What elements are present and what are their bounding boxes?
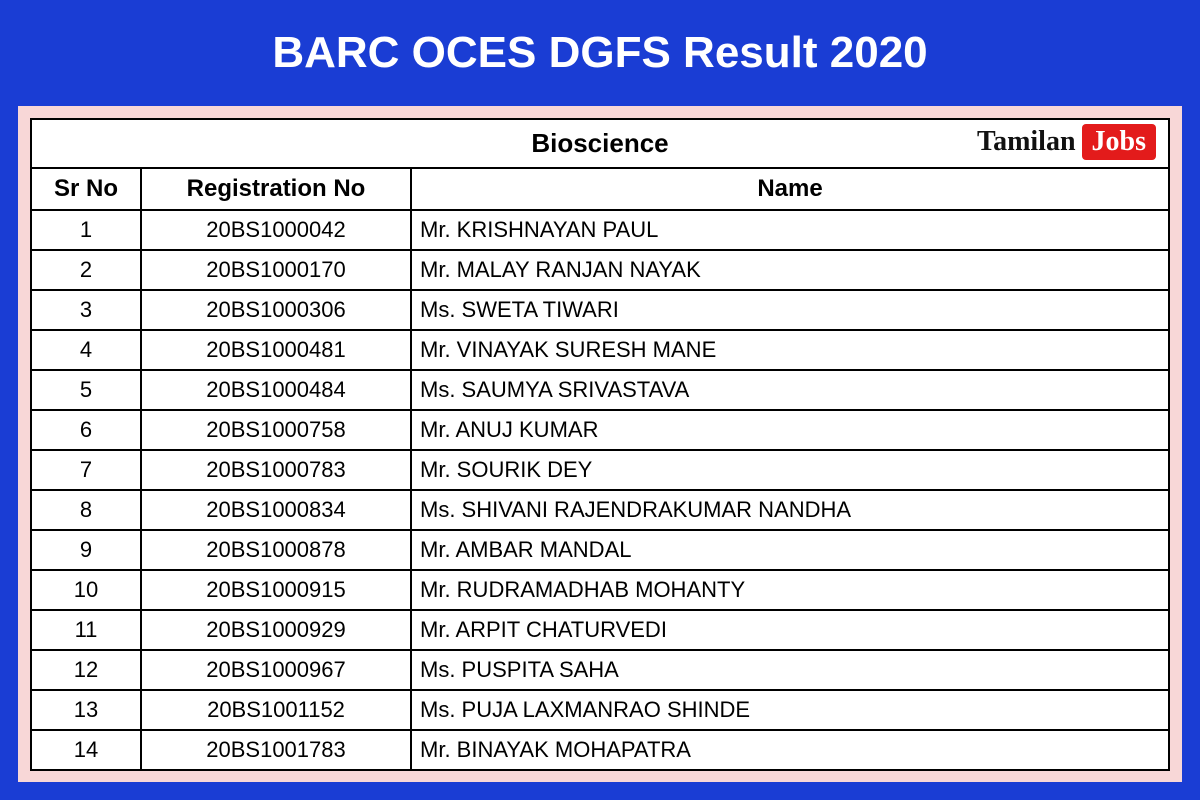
cell-name: Mr. BINAYAK MOHAPATRA — [411, 730, 1169, 770]
cell-sr: 6 — [31, 410, 141, 450]
cell-sr: 1 — [31, 210, 141, 250]
table-row: 220BS1000170Mr. MALAY RANJAN NAYAK — [31, 250, 1169, 290]
cell-name: Mr. ARPIT CHATURVEDI — [411, 610, 1169, 650]
cell-name: Ms. PUJA LAXMANRAO SHINDE — [411, 690, 1169, 730]
cell-sr: 2 — [31, 250, 141, 290]
cell-name: Ms. PUSPITA SAHA — [411, 650, 1169, 690]
cell-reg: 20BS1000915 — [141, 570, 411, 610]
table-row: 920BS1000878Mr. AMBAR MANDAL — [31, 530, 1169, 570]
cell-name: Mr. RUDRAMADHAB MOHANTY — [411, 570, 1169, 610]
cell-reg: 20BS1000758 — [141, 410, 411, 450]
cell-reg: 20BS1000783 — [141, 450, 411, 490]
col-header-name: Name — [411, 168, 1169, 210]
cell-name: Mr. VINAYAK SURESH MANE — [411, 330, 1169, 370]
cell-sr: 8 — [31, 490, 141, 530]
cell-name: Ms. SWETA TIWARI — [411, 290, 1169, 330]
cell-reg: 20BS1001783 — [141, 730, 411, 770]
table-row: 620BS1000758Mr. ANUJ KUMAR — [31, 410, 1169, 450]
table-wrapper: Tamilan Jobs Bioscience Sr No Registrati… — [18, 106, 1182, 782]
cell-sr: 4 — [31, 330, 141, 370]
table-row: 1320BS1001152Ms. PUJA LAXMANRAO SHINDE — [31, 690, 1169, 730]
cell-reg: 20BS1000042 — [141, 210, 411, 250]
watermark-part2: Jobs — [1082, 124, 1156, 160]
cell-reg: 20BS1000967 — [141, 650, 411, 690]
page-container: BARC OCES DGFS Result 2020 Tamilan Jobs … — [0, 0, 1200, 800]
col-header-sr: Sr No — [31, 168, 141, 210]
table-row: 120BS1000042Mr. KRISHNAYAN PAUL — [31, 210, 1169, 250]
cell-sr: 3 — [31, 290, 141, 330]
cell-name: Mr. SOURIK DEY — [411, 450, 1169, 490]
cell-reg: 20BS1000306 — [141, 290, 411, 330]
cell-name: Ms. SHIVANI RAJENDRAKUMAR NANDHA — [411, 490, 1169, 530]
cell-reg: 20BS1000481 — [141, 330, 411, 370]
table-row: 1120BS1000929Mr. ARPIT CHATURVEDI — [31, 610, 1169, 650]
cell-reg: 20BS1000484 — [141, 370, 411, 410]
watermark-part1: Tamilan — [977, 126, 1076, 158]
col-header-reg: Registration No — [141, 168, 411, 210]
cell-sr: 5 — [31, 370, 141, 410]
table-row: 520BS1000484Ms. SAUMYA SRIVASTAVA — [31, 370, 1169, 410]
table-row: 1220BS1000967Ms. PUSPITA SAHA — [31, 650, 1169, 690]
cell-sr: 10 — [31, 570, 141, 610]
cell-sr: 11 — [31, 610, 141, 650]
cell-reg: 20BS1000878 — [141, 530, 411, 570]
cell-name: Ms. SAUMYA SRIVASTAVA — [411, 370, 1169, 410]
cell-sr: 7 — [31, 450, 141, 490]
cell-name: Mr. AMBAR MANDAL — [411, 530, 1169, 570]
table-row: 320BS1000306Ms. SWETA TIWARI — [31, 290, 1169, 330]
column-header-row: Sr No Registration No Name — [31, 168, 1169, 210]
table-row: 1020BS1000915Mr. RUDRAMADHAB MOHANTY — [31, 570, 1169, 610]
results-table: Bioscience Sr No Registration No Name 12… — [30, 118, 1170, 771]
table-row: 420BS1000481Mr. VINAYAK SURESH MANE — [31, 330, 1169, 370]
cell-reg: 20BS1000170 — [141, 250, 411, 290]
cell-reg: 20BS1000929 — [141, 610, 411, 650]
watermark-logo: Tamilan Jobs — [977, 124, 1156, 160]
cell-sr: 9 — [31, 530, 141, 570]
cell-reg: 20BS1000834 — [141, 490, 411, 530]
page-title: BARC OCES DGFS Result 2020 — [0, 28, 1200, 78]
table-row: 720BS1000783Mr. SOURIK DEY — [31, 450, 1169, 490]
table-row: 1420BS1001783Mr. BINAYAK MOHAPATRA — [31, 730, 1169, 770]
cell-reg: 20BS1001152 — [141, 690, 411, 730]
cell-sr: 14 — [31, 730, 141, 770]
title-bar: BARC OCES DGFS Result 2020 — [0, 0, 1200, 106]
cell-sr: 12 — [31, 650, 141, 690]
cell-sr: 13 — [31, 690, 141, 730]
table-body: 120BS1000042Mr. KRISHNAYAN PAUL220BS1000… — [31, 210, 1169, 770]
cell-name: Mr. ANUJ KUMAR — [411, 410, 1169, 450]
table-row: 820BS1000834Ms. SHIVANI RAJENDRAKUMAR NA… — [31, 490, 1169, 530]
cell-name: Mr. MALAY RANJAN NAYAK — [411, 250, 1169, 290]
cell-name: Mr. KRISHNAYAN PAUL — [411, 210, 1169, 250]
